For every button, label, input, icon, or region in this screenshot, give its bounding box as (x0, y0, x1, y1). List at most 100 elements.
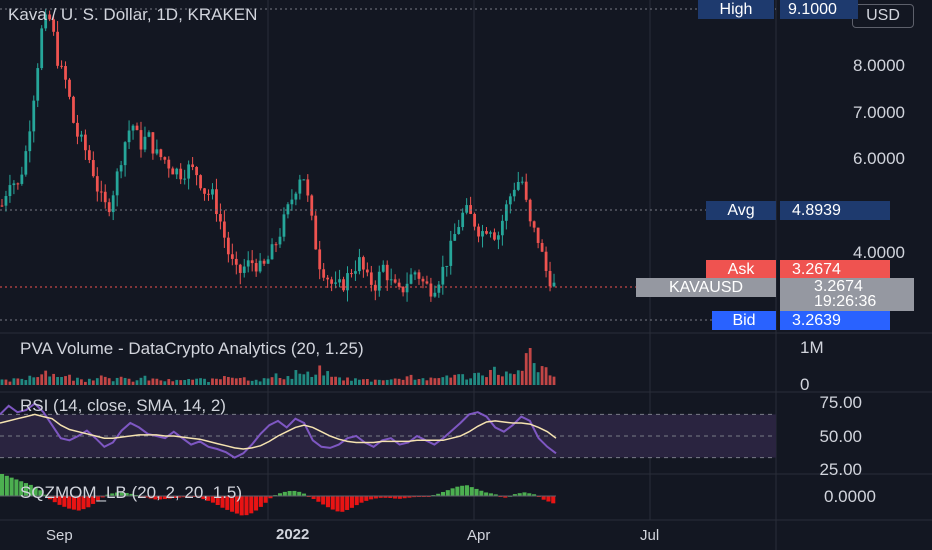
momentum-bar (464, 485, 470, 496)
candle-body (56, 31, 59, 66)
volume-bar (322, 375, 326, 385)
momentum-bar (278, 493, 283, 496)
momentum-bar (33, 487, 38, 496)
momentum-bar (359, 496, 364, 503)
volume-bar (203, 378, 206, 385)
volume-bar (449, 377, 453, 385)
volume-bar (36, 377, 40, 385)
volume-bar (330, 376, 334, 385)
volume-bar (56, 377, 59, 385)
volume-bar (199, 378, 202, 385)
volume-bar (469, 378, 473, 385)
last-price-tag: 3.2674 19:26:36 (780, 278, 914, 311)
volume-bar (151, 378, 155, 385)
volume-bar (99, 375, 103, 385)
volume-bar (290, 378, 294, 385)
momentum-bar (292, 490, 297, 496)
candle-body (389, 279, 393, 281)
candle-body (302, 179, 306, 181)
momentum-bar (546, 496, 551, 502)
momentum-bar (532, 494, 537, 496)
candle-body (322, 269, 326, 278)
candle-body (409, 274, 413, 284)
candle-body (163, 157, 167, 160)
price-axis-label: 4.0000 (853, 243, 905, 262)
volume-pane-title[interactable]: PVA Volume - DataCrypto Analytics (20, 1… (20, 339, 364, 358)
candle-body (191, 164, 195, 168)
volume-bar (377, 379, 381, 385)
momentum-bar (76, 496, 81, 511)
last-price-value: 3.2674 (814, 278, 863, 295)
candle-body (405, 283, 409, 293)
candle-body (119, 165, 123, 172)
symbol-title[interactable]: Kava / U. S. Dollar, 1D, KRAKEN (8, 5, 258, 24)
candle-body (350, 273, 353, 275)
candle-body (72, 96, 75, 123)
volume-bar (536, 372, 540, 385)
candle-body (457, 227, 461, 235)
momentum-bar (95, 496, 100, 501)
candle-body (306, 179, 310, 196)
volume-bar (544, 367, 548, 385)
volume-bar (44, 370, 48, 385)
candle-body (290, 199, 294, 205)
candle-body (445, 265, 449, 267)
momentum-bar (134, 494, 139, 496)
momentum-bar (57, 496, 62, 505)
volume-bar (409, 374, 413, 385)
candle-body (393, 279, 397, 283)
momentum-bar (47, 496, 53, 500)
candle-body (338, 279, 341, 283)
price-axis-label: 7.0000 (853, 103, 905, 122)
currency-button[interactable]: USD (852, 4, 914, 28)
volume-bar (500, 376, 504, 385)
volume-bar (524, 353, 528, 385)
candlestick-series[interactable] (0, 9, 556, 302)
momentum-bar (249, 496, 254, 514)
volume-bar (187, 379, 191, 385)
volume-bar (183, 379, 187, 385)
candle-body (199, 175, 202, 189)
volume-bar (222, 376, 226, 385)
momentum-pane-title[interactable]: SQZMOM_LB (20, 2, 20, 1.5) (20, 483, 243, 502)
momentum-bar (14, 479, 19, 496)
candle-body (421, 278, 425, 282)
volume-bar (48, 376, 52, 385)
candle-body (171, 168, 175, 175)
candle-body (115, 171, 119, 196)
candle-body (131, 125, 135, 131)
candle-body (211, 189, 214, 195)
candle-body (238, 264, 242, 273)
candle-body (8, 185, 12, 197)
volume-bar (425, 380, 429, 385)
momentum-bar (512, 494, 517, 496)
momentum-bar (19, 481, 24, 496)
momentum-bar (287, 490, 292, 496)
volume-axis-label: 0 (800, 375, 810, 394)
momentum-bar (445, 490, 450, 496)
time-axis-label: Sep (46, 527, 73, 544)
momentum-bar (201, 496, 206, 500)
rsi-sma-line (0, 413, 557, 450)
momentum-bar (4, 475, 9, 496)
candle-body (354, 271, 357, 274)
volume-bar (207, 382, 210, 385)
rsi-pane-title[interactable]: RSI (14, close, SMA, 14, 2) (20, 396, 226, 415)
candle-body (528, 199, 532, 222)
candle-body (465, 205, 469, 213)
momentum-bar (474, 488, 479, 496)
volume-bar (12, 378, 16, 385)
volume-bar (354, 378, 357, 385)
volume-bar (473, 373, 476, 385)
momentum-bar (182, 496, 187, 498)
momentum-bar (105, 494, 110, 496)
volume-bar (266, 378, 270, 385)
volume-bar (429, 377, 433, 385)
volume-bar (119, 376, 123, 385)
momentum-bar (9, 477, 14, 496)
symbol-label-tag: KAVAUSD (636, 278, 776, 297)
candle-body (544, 251, 548, 271)
volume-bar (445, 375, 449, 385)
candle-body (330, 279, 334, 284)
